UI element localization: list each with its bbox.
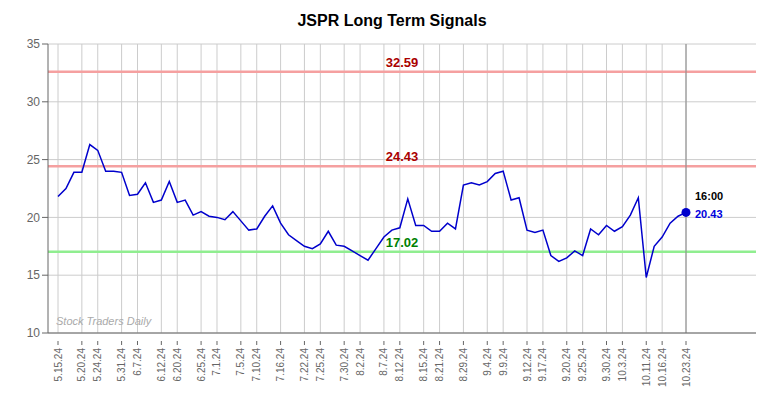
svg-text:15: 15: [27, 268, 41, 282]
svg-text:32.59: 32.59: [386, 55, 419, 70]
svg-text:5.31.24: 5.31.24: [116, 348, 127, 382]
svg-text:7.25.24: 7.25.24: [315, 348, 326, 382]
svg-text:5.20.24: 5.20.24: [76, 348, 87, 382]
svg-text:10.11.24: 10.11.24: [641, 348, 652, 387]
svg-text:9.25.24: 9.25.24: [577, 348, 588, 382]
html-text:JSPR Long Term Signals: JSPR Long Term Signals: [297, 12, 487, 29]
svg-text:9.17.24: 9.17.24: [537, 348, 548, 382]
svg-text:35: 35: [27, 37, 41, 51]
svg-text:30: 30: [27, 95, 41, 109]
svg-text:10.23.24: 10.23.24: [681, 348, 692, 387]
svg-text:20.43: 20.43: [695, 208, 723, 220]
svg-text:10.16.24: 10.16.24: [657, 348, 668, 387]
svg-text:9.4.24: 9.4.24: [482, 348, 493, 376]
svg-text:6.7.24: 6.7.24: [132, 348, 143, 376]
svg-text:10: 10: [27, 326, 41, 340]
svg-text:6.25.24: 6.25.24: [196, 348, 207, 382]
svg-text:6.20.24: 6.20.24: [172, 348, 183, 382]
svg-text:6.12.24: 6.12.24: [156, 348, 167, 382]
svg-text:7.22.24: 7.22.24: [299, 348, 310, 382]
svg-text:8.21.24: 8.21.24: [434, 348, 445, 382]
svg-text:7.16.24: 7.16.24: [275, 348, 286, 382]
svg-text:7.1.24: 7.1.24: [211, 348, 222, 376]
svg-text:8.15.24: 8.15.24: [418, 348, 429, 382]
svg-text:16:00: 16:00: [695, 190, 723, 202]
svg-text:9.30.24: 9.30.24: [601, 348, 612, 382]
svg-text:7.10.24: 7.10.24: [251, 348, 262, 382]
svg-text:9.12.24: 9.12.24: [522, 348, 533, 382]
html-text:Stock Traders Daily: Stock Traders Daily: [56, 315, 152, 327]
svg-text:5.24.24: 5.24.24: [92, 348, 103, 382]
svg-text:8.29.24: 8.29.24: [458, 348, 469, 382]
svg-text:9.9.24: 9.9.24: [498, 348, 509, 376]
svg-text:24.43: 24.43: [386, 149, 419, 164]
svg-text:7.5.24: 7.5.24: [235, 348, 246, 376]
svg-text:10.3.24: 10.3.24: [617, 348, 628, 382]
svg-text:5.15.24: 5.15.24: [53, 348, 64, 382]
svg-text:7.30.24: 7.30.24: [339, 348, 350, 382]
svg-text:25: 25: [27, 153, 41, 167]
svg-text:8.7.24: 8.7.24: [378, 348, 389, 376]
svg-text:8.12.24: 8.12.24: [394, 348, 405, 382]
svg-text:9.20.24: 9.20.24: [561, 348, 572, 382]
svg-text:17.02: 17.02: [386, 235, 419, 250]
svg-text:20: 20: [27, 211, 41, 225]
svg-text:8.2.24: 8.2.24: [355, 348, 366, 376]
